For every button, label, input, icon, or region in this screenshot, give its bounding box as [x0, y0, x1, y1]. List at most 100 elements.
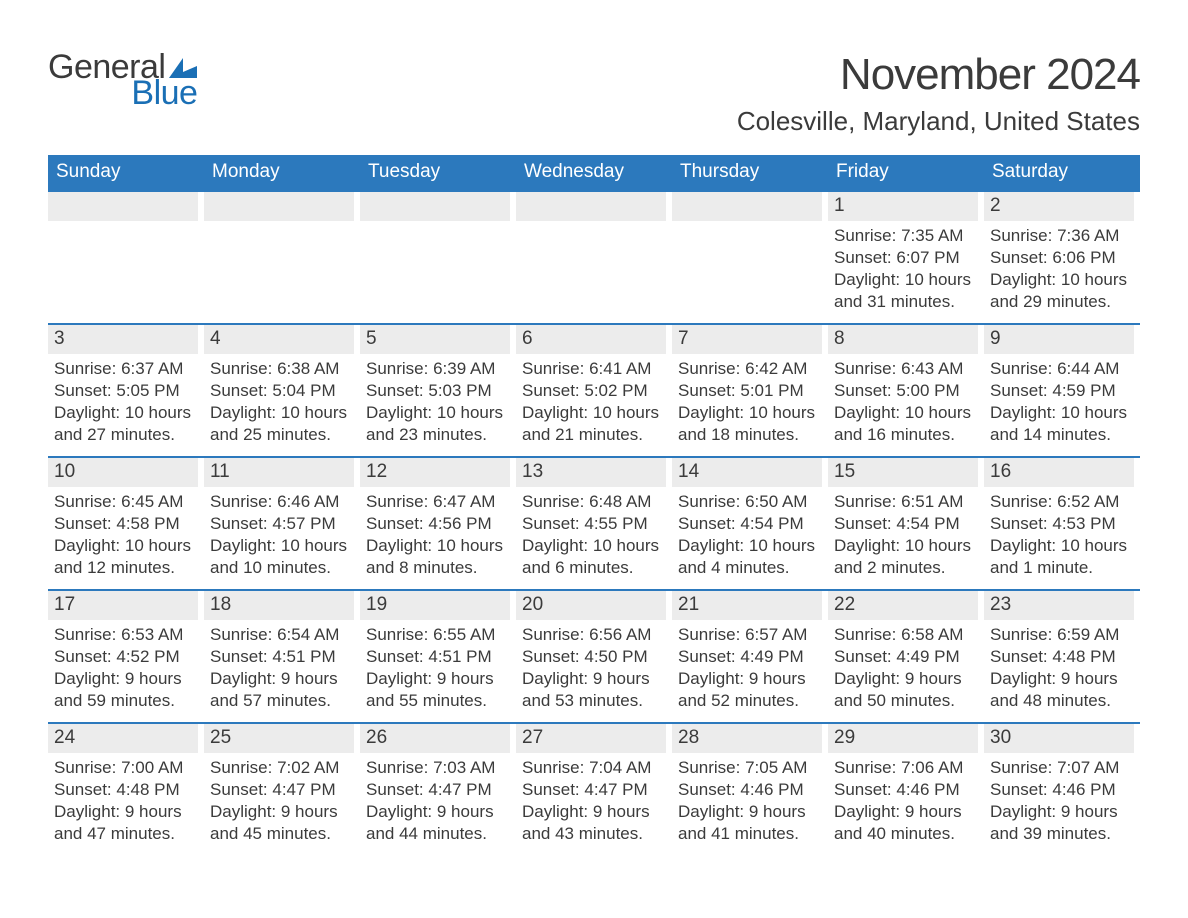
week-row: 24Sunrise: 7:00 AMSunset: 4:48 PMDayligh… — [48, 722, 1140, 855]
day-daylight: Daylight: 9 hours and 50 minutes. — [834, 668, 978, 712]
day-15: 15Sunrise: 6:51 AMSunset: 4:54 PMDayligh… — [828, 458, 984, 589]
day-8: 8Sunrise: 6:43 AMSunset: 5:00 PMDaylight… — [828, 325, 984, 456]
day-body: Sunrise: 6:55 AMSunset: 4:51 PMDaylight:… — [360, 624, 510, 712]
day-27: 27Sunrise: 7:04 AMSunset: 4:47 PMDayligh… — [516, 724, 672, 855]
day-body: Sunrise: 6:48 AMSunset: 4:55 PMDaylight:… — [516, 491, 666, 579]
day-28: 28Sunrise: 7:05 AMSunset: 4:46 PMDayligh… — [672, 724, 828, 855]
day-16: 16Sunrise: 6:52 AMSunset: 4:53 PMDayligh… — [984, 458, 1140, 589]
day-number: 17 — [48, 591, 198, 620]
day-sunrise: Sunrise: 7:00 AM — [54, 757, 198, 779]
day-number: 11 — [204, 458, 354, 487]
day-sunset: Sunset: 5:04 PM — [210, 380, 354, 402]
day-20: 20Sunrise: 6:56 AMSunset: 4:50 PMDayligh… — [516, 591, 672, 722]
day-sunrise: Sunrise: 6:51 AM — [834, 491, 978, 513]
dow-sunday: Sunday — [48, 155, 204, 190]
day-sunrise: Sunrise: 6:41 AM — [522, 358, 666, 380]
day-23: 23Sunrise: 6:59 AMSunset: 4:48 PMDayligh… — [984, 591, 1140, 722]
day-daylight: Daylight: 9 hours and 41 minutes. — [678, 801, 822, 845]
day-sunset: Sunset: 5:05 PM — [54, 380, 198, 402]
week-row: 1Sunrise: 7:35 AMSunset: 6:07 PMDaylight… — [48, 190, 1140, 323]
day-body: Sunrise: 7:03 AMSunset: 4:47 PMDaylight:… — [360, 757, 510, 845]
day-body: Sunrise: 7:02 AMSunset: 4:47 PMDaylight:… — [204, 757, 354, 845]
day-sunrise: Sunrise: 6:52 AM — [990, 491, 1134, 513]
day-sunrise: Sunrise: 6:58 AM — [834, 624, 978, 646]
day-18: 18Sunrise: 6:54 AMSunset: 4:51 PMDayligh… — [204, 591, 360, 722]
day-7: 7Sunrise: 6:42 AMSunset: 5:01 PMDaylight… — [672, 325, 828, 456]
day-sunset: Sunset: 4:48 PM — [54, 779, 198, 801]
day-sunrise: Sunrise: 6:39 AM — [366, 358, 510, 380]
day-daylight: Daylight: 9 hours and 45 minutes. — [210, 801, 354, 845]
day-empty — [516, 192, 672, 323]
day-14: 14Sunrise: 6:50 AMSunset: 4:54 PMDayligh… — [672, 458, 828, 589]
day-sunrise: Sunrise: 7:02 AM — [210, 757, 354, 779]
day-body: Sunrise: 6:38 AMSunset: 5:04 PMDaylight:… — [204, 358, 354, 446]
day-body: Sunrise: 7:04 AMSunset: 4:47 PMDaylight:… — [516, 757, 666, 845]
day-number: 28 — [672, 724, 822, 753]
day-9: 9Sunrise: 6:44 AMSunset: 4:59 PMDaylight… — [984, 325, 1140, 456]
day-body: Sunrise: 6:47 AMSunset: 4:56 PMDaylight:… — [360, 491, 510, 579]
day-body: Sunrise: 7:00 AMSunset: 4:48 PMDaylight:… — [48, 757, 198, 845]
day-30: 30Sunrise: 7:07 AMSunset: 4:46 PMDayligh… — [984, 724, 1140, 855]
dow-wednesday: Wednesday — [516, 155, 672, 190]
day-empty — [204, 192, 360, 323]
day-sunset: Sunset: 5:02 PM — [522, 380, 666, 402]
day-number: 21 — [672, 591, 822, 620]
day-19: 19 Sunrise: 6:55 AMSunset: 4:51 PMDayligh… — [360, 591, 516, 722]
day-empty — [672, 192, 828, 323]
day-number: 16 — [984, 458, 1134, 487]
day-daylight: Daylight: 9 hours and 40 minutes. — [834, 801, 978, 845]
day-number — [48, 192, 198, 221]
day-body: Sunrise: 6:42 AMSunset: 5:01 PMDaylight:… — [672, 358, 822, 446]
day-10: 10Sunrise: 6:45 AMSunset: 4:58 PMDayligh… — [48, 458, 204, 589]
day-sunrise: Sunrise: 6:43 AM — [834, 358, 978, 380]
day-daylight: Daylight: 9 hours and 39 minutes. — [990, 801, 1134, 845]
day-daylight: Daylight: 9 hours and 47 minutes. — [54, 801, 198, 845]
day-24: 24 Sunrise: 7:00 AMSunset: 4:48 PMDayligh… — [48, 724, 204, 855]
day-empty — [48, 192, 204, 323]
day-sunset: Sunset: 5:03 PM — [366, 380, 510, 402]
day-daylight: Daylight: 9 hours and 59 minutes. — [54, 668, 198, 712]
day-number — [672, 192, 822, 221]
day-sunrise: Sunrise: 7:03 AM — [366, 757, 510, 779]
title-block: November 2024 Colesville, Maryland, Unit… — [737, 50, 1140, 137]
day-number: 24 — [48, 724, 198, 753]
day-26: 26Sunrise: 7:03 AMSunset: 4:47 PMDayligh… — [360, 724, 516, 855]
day-daylight: Daylight: 9 hours and 52 minutes. — [678, 668, 822, 712]
day-daylight: Daylight: 10 hours and 16 minutes. — [834, 402, 978, 446]
day-sunset: Sunset: 4:55 PM — [522, 513, 666, 535]
day-number: 19 — [360, 591, 510, 620]
week-row: 3Sunrise: 6:37 AMSunset: 5:05 PMDaylight… — [48, 323, 1140, 456]
day-daylight: Daylight: 10 hours and 18 minutes. — [678, 402, 822, 446]
day-number: 5 — [360, 325, 510, 354]
day-sunset: Sunset: 4:47 PM — [210, 779, 354, 801]
day-sunrise: Sunrise: 6:50 AM — [678, 491, 822, 513]
day-sunset: Sunset: 4:50 PM — [522, 646, 666, 668]
calendar: SundayMondayTuesdayWednesdayThursdayFrid… — [48, 155, 1140, 855]
day-number: 4 — [204, 325, 354, 354]
day-sunrise: Sunrise: 7:36 AM — [990, 225, 1134, 247]
day-daylight: Daylight: 9 hours and 44 minutes. — [366, 801, 510, 845]
day-daylight: Daylight: 10 hours and 25 minutes. — [210, 402, 354, 446]
day-daylight: Daylight: 9 hours and 48 minutes. — [990, 668, 1134, 712]
day-body: Sunrise: 6:43 AMSunset: 5:00 PMDaylight:… — [828, 358, 978, 446]
day-body: Sunrise: 7:36 AMSunset: 6:06 PMDaylight:… — [984, 225, 1134, 313]
day-daylight: Daylight: 10 hours and 31 minutes. — [834, 269, 978, 313]
day-daylight: Daylight: 10 hours and 21 minutes. — [522, 402, 666, 446]
day-sunset: Sunset: 4:47 PM — [522, 779, 666, 801]
day-sunset: Sunset: 4:46 PM — [678, 779, 822, 801]
day-sunrise: Sunrise: 7:07 AM — [990, 757, 1134, 779]
day-body: Sunrise: 6:51 AMSunset: 4:54 PMDaylight:… — [828, 491, 978, 579]
day-number: 25 — [204, 724, 354, 753]
day-sunrise: Sunrise: 6:47 AM — [366, 491, 510, 513]
month-title: November 2024 — [737, 50, 1140, 100]
day-17: 17Sunrise: 6:53 AMSunset: 4:52 PMDayligh… — [48, 591, 204, 722]
day-of-week-header: SundayMondayTuesdayWednesdayThursdayFrid… — [48, 155, 1140, 190]
day-daylight: Daylight: 10 hours and 8 minutes. — [366, 535, 510, 579]
dow-thursday: Thursday — [672, 155, 828, 190]
day-body: Sunrise: 6:54 AMSunset: 4:51 PMDaylight:… — [204, 624, 354, 712]
day-body: Sunrise: 7:35 AMSunset: 6:07 PMDaylight:… — [828, 225, 978, 313]
day-sunrise: Sunrise: 7:04 AM — [522, 757, 666, 779]
day-daylight: Daylight: 9 hours and 55 minutes. — [366, 668, 510, 712]
day-body: Sunrise: 6:58 AMSunset: 4:49 PMDaylight:… — [828, 624, 978, 712]
day-number: 10 — [48, 458, 198, 487]
